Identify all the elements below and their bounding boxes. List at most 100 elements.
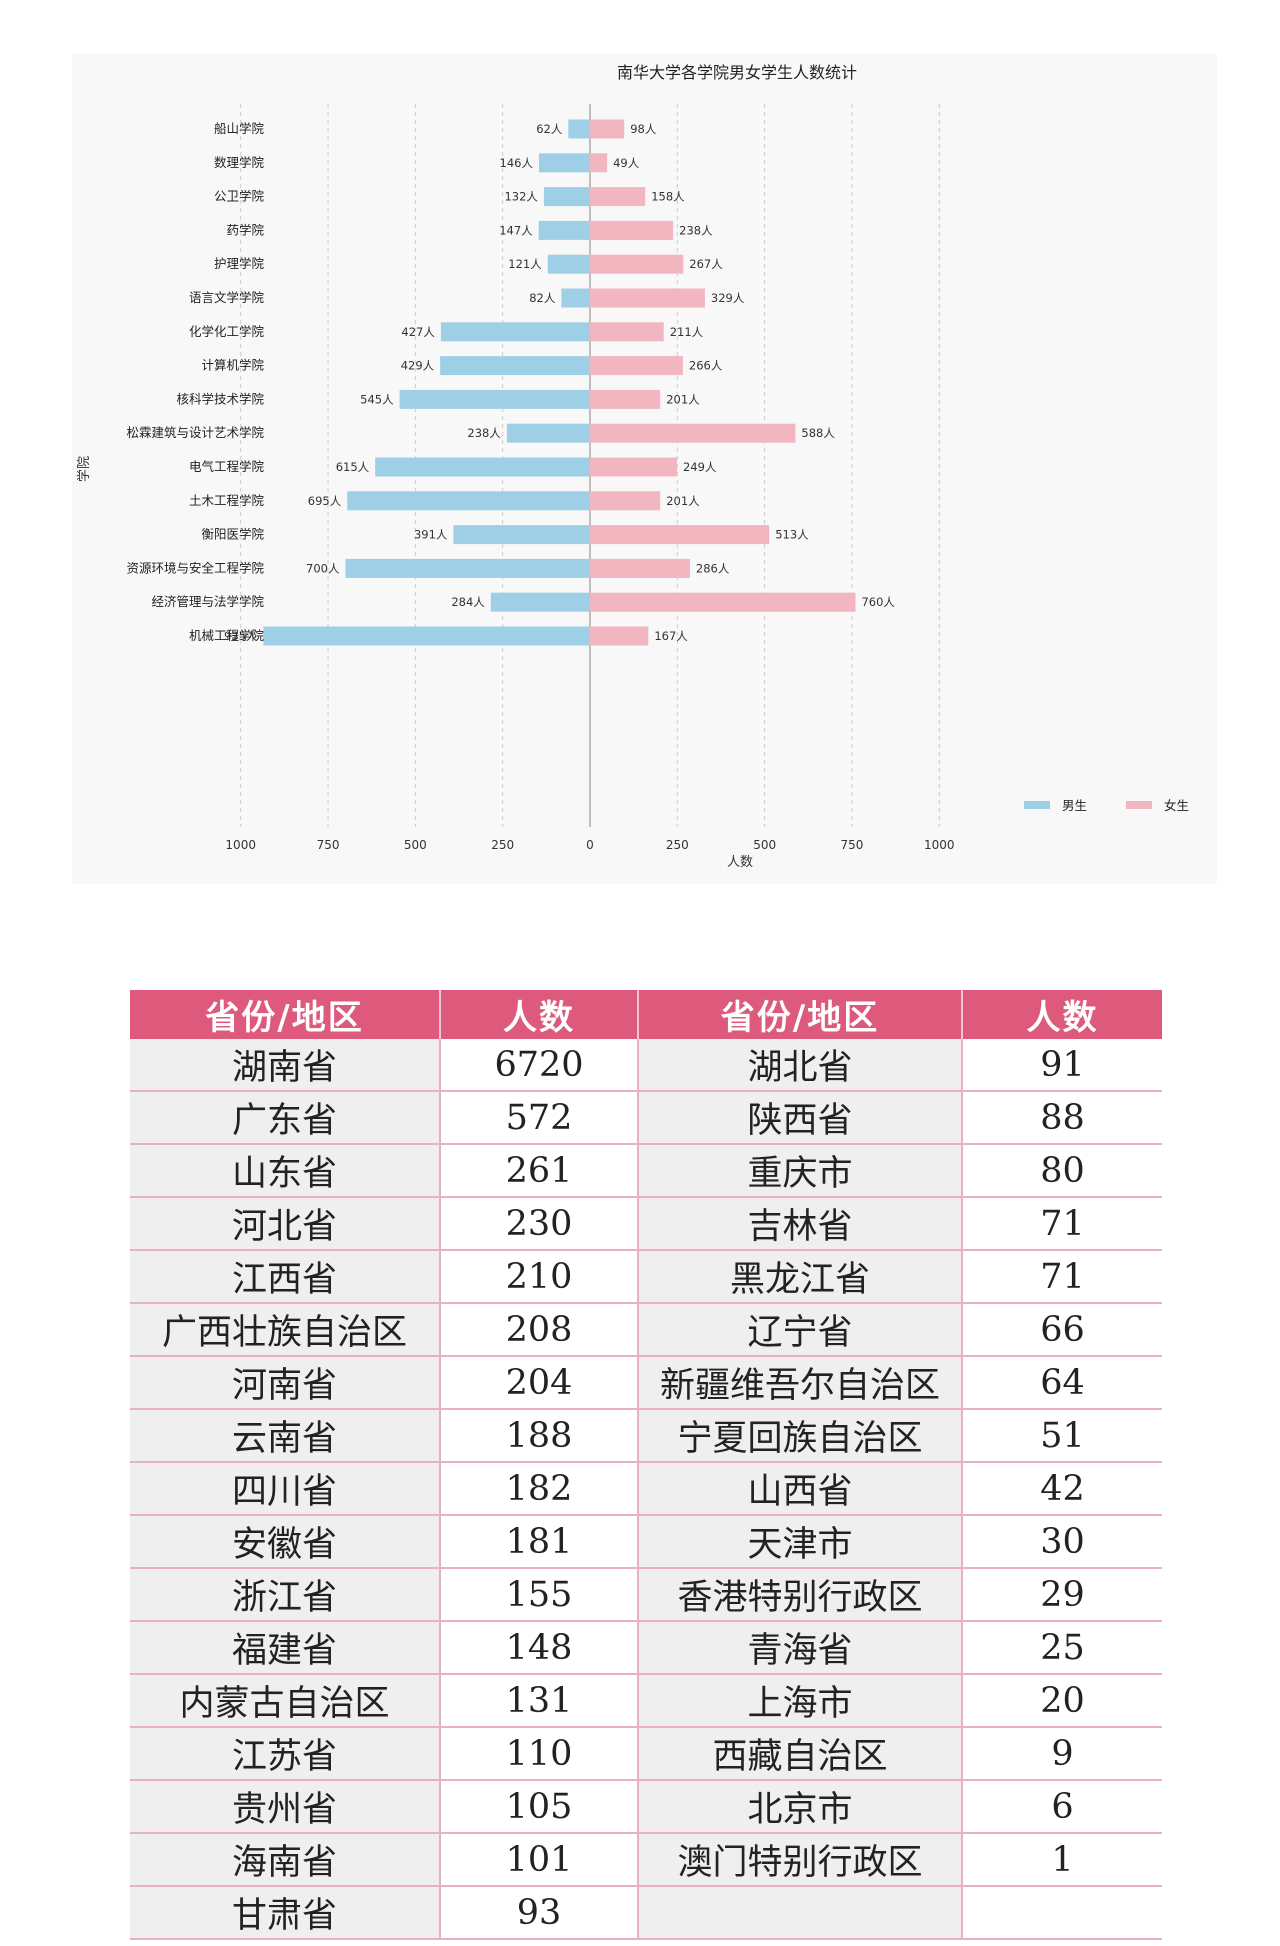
male-bar	[506, 423, 590, 443]
female-bar	[590, 254, 684, 274]
male-bar	[490, 592, 590, 612]
count-cell: 6720	[440, 1039, 639, 1092]
province-cell: 新疆维吾尔自治区	[638, 1356, 963, 1410]
female-value-label: 513人	[775, 528, 809, 542]
count-cell: 9	[962, 1727, 1162, 1781]
province-cell: 青海省	[638, 1621, 963, 1675]
female-value-label: 249人	[683, 460, 717, 474]
male-bar	[347, 491, 590, 511]
province-cell: 四川省	[130, 1462, 441, 1516]
table-row: 江西省 210 黑龙江省 71	[130, 1250, 1162, 1304]
province-cell: 重庆市	[638, 1144, 963, 1198]
female-value-label: 49人	[613, 156, 640, 170]
count-cell: 230	[440, 1197, 639, 1251]
count-cell: 64	[962, 1356, 1162, 1410]
count-cell: 91	[962, 1039, 1162, 1092]
male-bar	[538, 220, 590, 240]
category-label: 衡阳医学院	[201, 527, 264, 542]
gender-bar-chart: 南华大学各学院男女学生人数统计 62人 98人 146人 49人 132人 158人 147…	[76, 63, 1189, 870]
category-label: 资源环境与安全工程学院	[126, 560, 264, 575]
table-row: 浙江省 155 香港特别行政区 29	[130, 1568, 1162, 1622]
table-body: 湖南省 6720 湖北省 91 广东省 572 陕西省 88 山东省 261 重庆市 80 河北省 230…	[130, 1039, 1162, 1940]
count-cell: 188	[440, 1409, 639, 1463]
count-cell: 148	[440, 1621, 639, 1675]
count-cell: 6	[962, 1780, 1162, 1834]
x-tick-label: 750	[841, 838, 864, 852]
x-tick-label: 250	[666, 838, 689, 852]
count-cell: 25	[962, 1621, 1162, 1675]
male-value-label: 695人	[308, 494, 342, 508]
male-bar	[547, 254, 590, 274]
count-cell: 20	[962, 1674, 1162, 1728]
female-bar	[590, 119, 625, 139]
male-bar	[568, 119, 590, 139]
female-bar	[590, 592, 856, 612]
header-count-1: 人数	[440, 990, 639, 1039]
province-cell: 甘肃省	[130, 1886, 441, 1940]
count-cell: 93	[440, 1886, 639, 1940]
x-axis-label: 人数	[727, 855, 753, 870]
male-bar	[440, 322, 590, 342]
female-value-label: 266人	[689, 359, 723, 373]
count-cell: 1	[962, 1833, 1162, 1887]
male-bar	[263, 626, 590, 646]
province-table-wrap: 省份/地区 人数 省份/地区 人数 湖南省 6720 湖北省 91 广东省 572 陕西省 8…	[130, 990, 1162, 1940]
table-row: 广东省 572 陕西省 88	[130, 1091, 1162, 1145]
province-cell: 浙江省	[130, 1568, 441, 1622]
legend-female-label: 女生	[1164, 798, 1189, 813]
legend-male-label: 男生	[1062, 798, 1087, 813]
province-cell: 天津市	[638, 1515, 963, 1569]
male-bar	[453, 525, 590, 545]
province-cell: 广西壮族自治区	[130, 1303, 441, 1357]
x-tick-label: 1000	[924, 838, 955, 852]
x-tick-label: 500	[753, 838, 776, 852]
table-row: 福建省 148 青海省 25	[130, 1621, 1162, 1675]
female-value-label: 201人	[666, 392, 700, 406]
province-cell: 山东省	[130, 1144, 441, 1198]
x-tick-label: 1000	[225, 838, 256, 852]
female-value-label: 167人	[654, 629, 688, 643]
category-label: 土木工程学院	[189, 493, 265, 508]
male-value-label: 545人	[360, 392, 394, 406]
count-cell: 71	[962, 1197, 1162, 1251]
count-cell: 261	[440, 1144, 639, 1198]
province-cell: 江苏省	[130, 1727, 441, 1781]
female-bar	[590, 220, 674, 240]
female-value-label: 201人	[666, 494, 700, 508]
table-row: 四川省 182 山西省 42	[130, 1462, 1162, 1516]
count-cell	[962, 1886, 1162, 1940]
province-cell: 福建省	[130, 1621, 441, 1675]
table-row: 河南省 204 新疆维吾尔自治区 64	[130, 1356, 1162, 1410]
count-cell: 80	[962, 1144, 1162, 1198]
bars	[263, 119, 856, 646]
count-cell: 88	[962, 1091, 1162, 1145]
province-cell: 辽宁省	[638, 1303, 963, 1357]
province-cell: 河北省	[130, 1197, 441, 1251]
x-tick-label: 0	[586, 838, 594, 852]
table-row: 河北省 230 吉林省 71	[130, 1197, 1162, 1251]
male-value-label: 121人	[508, 257, 542, 271]
table-row: 海南省 101 澳门特别行政区 1	[130, 1833, 1162, 1887]
province-cell: 宁夏回族自治区	[638, 1409, 963, 1463]
category-label: 机械工程学院	[189, 628, 265, 643]
province-cell: 河南省	[130, 1356, 441, 1410]
female-value-label: 98人	[630, 122, 657, 136]
table-row: 山东省 261 重庆市 80	[130, 1144, 1162, 1198]
category-labels: 船山学院数理学院公卫学院药学院护理学院语言文学学院化学化工学院计算机学院核科学技…	[126, 121, 264, 643]
male-value-label: 146人	[500, 156, 534, 170]
province-cell: 陕西省	[638, 1091, 963, 1145]
count-cell: 204	[440, 1356, 639, 1410]
male-value-label: 132人	[504, 190, 538, 204]
province-cell: 西藏自治区	[638, 1727, 963, 1781]
category-label: 化学化工学院	[189, 324, 265, 339]
female-value-label: 267人	[689, 257, 723, 271]
male-value-label: 62人	[536, 122, 563, 136]
male-bar	[440, 356, 590, 376]
province-cell: 江西省	[130, 1250, 441, 1304]
female-value-label: 158人	[651, 190, 685, 204]
province-cell: 湖南省	[130, 1039, 441, 1092]
female-value-label: 211人	[670, 325, 704, 339]
province-cell: 广东省	[130, 1091, 441, 1145]
province-table: 省份/地区 人数 省份/地区 人数 湖南省 6720 湖北省 91 广东省 572 陕西省 8…	[130, 990, 1162, 1940]
count-cell: 71	[962, 1250, 1162, 1304]
